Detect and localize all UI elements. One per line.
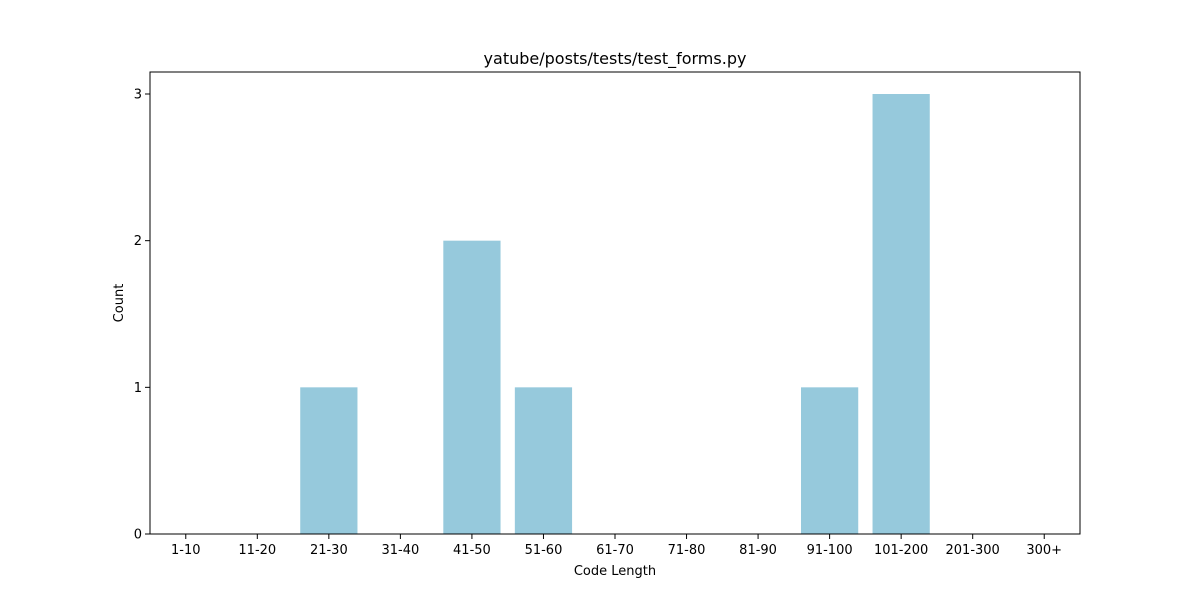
bar-91-100 [801, 387, 859, 534]
x-tick-label: 61-70 [596, 543, 634, 558]
bar-41-50 [443, 240, 501, 534]
chart-title: yatube/posts/tests/test_forms.py [484, 49, 747, 69]
y-axis-ticks: 0 1 2 3 [134, 88, 150, 543]
x-axis-ticks: 1-10 11-20 21-30 31-40 41-50 51-60 61-70 71-80 8… [171, 534, 1062, 558]
x-tick-label: 11-20 [238, 543, 276, 558]
y-tick-label: 2 [134, 234, 142, 249]
bar-21-30 [300, 387, 358, 534]
x-tick-label: 21-30 [310, 543, 348, 558]
x-tick-label: 31-40 [381, 543, 419, 558]
y-tick-label: 1 [134, 381, 142, 396]
x-tick-label: 81-90 [739, 543, 777, 558]
x-tick-label: 41-50 [453, 543, 491, 558]
x-tick-label: 91-100 [807, 543, 853, 558]
x-tick-label: 101-200 [874, 543, 928, 558]
y-tick-label: 0 [134, 528, 142, 543]
x-tick-label: 51-60 [525, 543, 563, 558]
bars-layer [300, 94, 930, 534]
y-axis-title: Count [112, 284, 127, 323]
x-tick-label: 1-10 [171, 543, 201, 558]
plot-frame [149, 71, 1081, 535]
x-tick-label: 201-300 [946, 543, 1000, 558]
x-axis-title: Code Length [574, 564, 656, 579]
x-tick-label: 300+ [1026, 543, 1062, 558]
x-tick-label: 71-80 [668, 543, 706, 558]
y-tick-label: 3 [134, 88, 142, 103]
bar-101-200 [872, 94, 930, 534]
bar-51-60 [514, 387, 573, 534]
